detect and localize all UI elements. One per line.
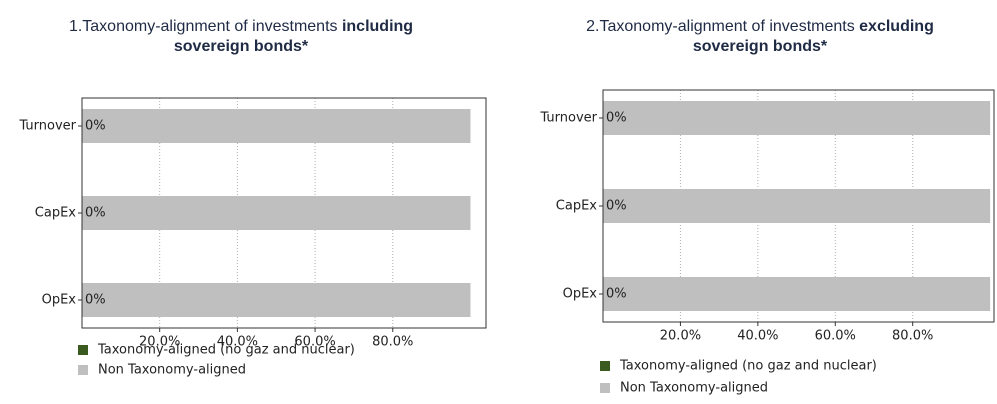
chart-title-bold: sovereign bonds*	[174, 38, 309, 55]
title-text: 2.Taxonomy-alignment of investments	[586, 18, 859, 35]
data-label: 0%	[606, 111, 627, 126]
legend-swatch	[600, 383, 610, 393]
plot-frame	[602, 89, 995, 323]
x-tick-label: 60.0%	[815, 329, 856, 344]
y-tick-label: Turnover	[539, 111, 597, 126]
legend-swatch	[78, 345, 88, 355]
x-tick-label: 80.0%	[372, 335, 413, 350]
y-tick-label: OpEx	[563, 287, 598, 302]
title-bold: excluding	[859, 18, 934, 35]
bar	[603, 101, 991, 135]
legend-label: Taxonomy-aligned (no gaz and nuclear)	[619, 359, 877, 374]
chart-title: 2.Taxonomy-alignment of investments excl…	[586, 18, 934, 35]
x-tick-label: 40.0%	[737, 329, 778, 344]
data-label: 0%	[85, 119, 106, 134]
legend-label: Non Taxonomy-aligned	[620, 381, 768, 396]
y-tick-label: Turnover	[18, 119, 76, 134]
bar	[603, 277, 991, 311]
x-tick-label: 60.0%	[294, 335, 335, 350]
y-tick-label: CapEx	[35, 206, 77, 221]
legend-label: Non Taxonomy-aligned	[98, 363, 246, 378]
y-tick-label: OpEx	[42, 293, 77, 308]
title-text: 1.Taxonomy-alignment of investments	[69, 18, 342, 35]
x-tick-label: 20.0%	[139, 335, 180, 350]
plot-frame	[81, 97, 487, 329]
bar	[603, 189, 991, 223]
bar	[82, 109, 471, 143]
legend-label: Taxonomy-aligned (no gaz and nuclear)	[97, 343, 355, 358]
data-label: 0%	[85, 293, 106, 308]
chart-title-bold: sovereign bonds*	[693, 38, 828, 55]
data-label: 0%	[85, 206, 106, 221]
title-bold: including	[342, 18, 413, 35]
x-tick-label: 40.0%	[217, 335, 258, 350]
bar	[82, 283, 471, 317]
data-label: 0%	[606, 287, 627, 302]
x-tick-label: 80.0%	[892, 329, 933, 344]
y-tick-label: CapEx	[556, 199, 598, 214]
bar	[82, 196, 471, 230]
legend-swatch	[600, 361, 610, 371]
x-tick-label: 20.0%	[660, 329, 701, 344]
data-label: 0%	[606, 199, 627, 214]
legend-swatch	[78, 365, 88, 375]
chart-title: 1.Taxonomy-alignment of investments incl…	[69, 18, 413, 35]
